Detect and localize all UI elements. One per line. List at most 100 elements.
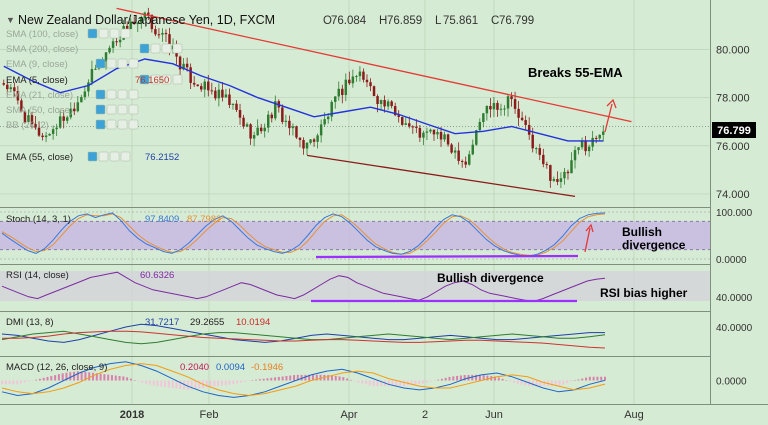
candle-body	[136, 22, 139, 25]
settings-icon	[128, 89, 139, 100]
stochastic-axis[interactable]: 0.0000 100.000	[0, 208, 753, 266]
candle-body	[496, 103, 499, 110]
candle-body	[231, 103, 235, 105]
settings-icon	[172, 43, 183, 54]
collapse-icon[interactable]: ▼	[6, 15, 15, 25]
macd-histogram-bar	[262, 378, 265, 381]
candle-body	[66, 117, 69, 121]
stoch-tick-label: 100.000	[716, 208, 753, 219]
macd-histogram-bar	[19, 380, 22, 384]
time-axis[interactable]: 2018 Feb Apr 2 Jun Aug	[120, 409, 644, 421]
macd-histogram-bar	[577, 379, 580, 381]
candle-body	[51, 129, 55, 134]
candle-body	[372, 86, 376, 97]
candle-body	[203, 81, 206, 90]
settings-icon	[120, 151, 131, 162]
dmi-axis[interactable]: 40.0000	[716, 323, 753, 334]
candle-body	[355, 76, 358, 78]
candle-body	[330, 101, 333, 117]
stochastic-band	[0, 221, 710, 250]
dmi-adx-value: 10.0194	[236, 317, 270, 328]
channel-bottom-trendline[interactable]	[306, 154, 576, 198]
macd-histogram-bar	[65, 372, 68, 381]
rsi-axis[interactable]: 40.0000	[716, 293, 753, 304]
annotation-bullish-divergence-stoch-2: divergence	[622, 238, 686, 252]
macd-histogram-bar	[236, 380, 239, 384]
macd-histogram-bar	[251, 380, 254, 381]
ohlc-value: 76.084	[331, 15, 367, 27]
candle-body	[566, 171, 570, 174]
settings-icon	[117, 89, 128, 100]
macd-histogram-bar	[562, 380, 565, 385]
macd-histogram-bar	[387, 380, 390, 387]
macd-histogram-bar	[531, 380, 534, 387]
macd-histogram-bar	[539, 380, 542, 387]
ohlc-label: C	[491, 15, 499, 27]
candle-body	[87, 82, 90, 92]
channel-top-trendline[interactable]	[116, 7, 632, 123]
macd-histogram-bar	[54, 375, 57, 381]
candle-body	[446, 134, 450, 145]
candle-body	[245, 124, 249, 127]
candle-body	[150, 14, 154, 30]
macd-histogram-bar	[224, 380, 227, 386]
candle-body	[140, 17, 143, 23]
macd-pane[interactable]: 0.0000	[1, 361, 747, 398]
ohlc-value: 75.861	[443, 15, 478, 27]
macd-histogram-bar	[463, 375, 466, 381]
candle-body	[475, 130, 478, 145]
price-axis[interactable]: 74.000 76.000 78.000 80.000	[716, 44, 750, 201]
settings-icon	[120, 28, 131, 39]
macd-histogram-bar	[38, 378, 41, 381]
ma-legend-label: EMA (5, close)	[6, 75, 68, 86]
macd-histogram-bar	[92, 372, 95, 381]
time-tick-label: Apr	[340, 409, 357, 421]
candle-body	[422, 132, 425, 138]
candle-body	[591, 137, 594, 147]
macd-histogram-bar	[247, 380, 250, 381]
ohlc-value: 76.859	[387, 15, 422, 27]
candle-body	[594, 137, 598, 139]
candle-body	[263, 127, 266, 132]
candle-body	[556, 179, 559, 182]
macd-histogram-bar	[471, 374, 474, 381]
candle-body	[154, 29, 157, 35]
macd-histogram-bar	[179, 380, 182, 389]
macd-histogram-bar	[478, 374, 481, 381]
macd-histogram-bar	[357, 380, 360, 383]
macd-histogram-bar	[588, 376, 591, 381]
candle-body	[228, 94, 231, 105]
candle-body	[9, 87, 13, 90]
macd-axis[interactable]: 0.0000	[716, 377, 747, 388]
price-pane[interactable]: Breaks 55-EMA 74.000 76.000 78.000 80.000 7…	[0, 7, 756, 201]
ma-legend-label: SMA (100, close)	[6, 29, 78, 40]
settings-icon	[106, 119, 117, 130]
ma-legend: SMA (100, close) SMA (200, close) EMA (9, …	[6, 28, 183, 163]
settings-icon	[161, 43, 172, 54]
dmi-pane[interactable]: 40.0000	[1, 323, 753, 349]
ohlc-label: O	[323, 15, 332, 27]
candle-body	[510, 96, 513, 100]
rsi-pane[interactable]: Bullish divergence RSI bias higher 40.00…	[0, 271, 753, 304]
candle-body	[489, 105, 492, 110]
candle-body	[453, 150, 457, 153]
macd-histogram-bar	[88, 372, 91, 381]
ohlc-label: L	[435, 15, 442, 27]
symbol-title[interactable]: New Zealand Dollar/Japanese Yen, 1D, FXC…	[18, 13, 275, 27]
candle-body	[164, 32, 168, 35]
settings-icon	[106, 104, 117, 115]
candle-body	[44, 135, 48, 138]
ema-55-line	[3, 58, 604, 142]
candle-body	[386, 101, 390, 107]
macd-histogram-bar	[456, 375, 459, 381]
candle-body	[365, 79, 369, 83]
stochastic-pane[interactable]: Bullish divergence 0.0000 100.000	[0, 208, 753, 266]
candle-body	[161, 32, 164, 35]
macd-histogram-bar	[550, 380, 553, 387]
macd-histogram-bar	[220, 380, 223, 386]
candle-body	[305, 142, 309, 149]
macd-histogram-bar	[126, 377, 129, 381]
price-badge	[712, 122, 756, 138]
candle-body	[573, 150, 577, 161]
